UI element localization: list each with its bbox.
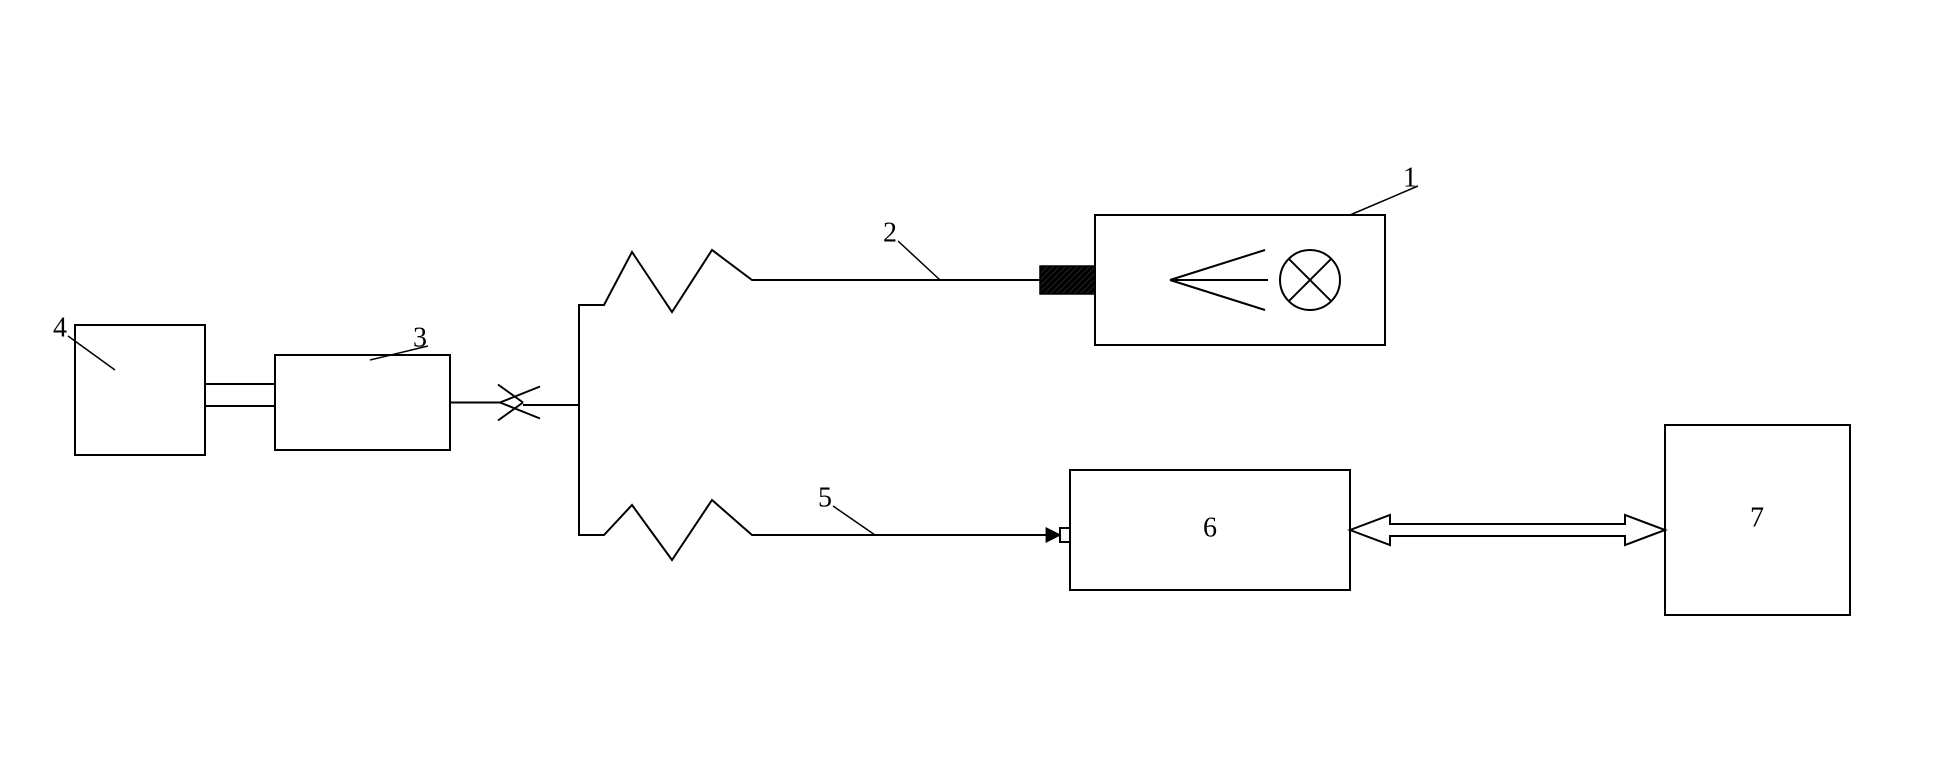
- light-source-coupler: [1040, 266, 1095, 294]
- label-7: 7: [1750, 502, 1764, 533]
- box-4: [75, 325, 205, 455]
- box-6-port: [1060, 528, 1070, 542]
- leader-5: [833, 506, 875, 535]
- fiber-2: [523, 250, 1095, 405]
- fiber-5: [523, 405, 1060, 560]
- lamp-ray-0: [1170, 250, 1265, 280]
- label-4: 4: [53, 312, 67, 343]
- label-5: 5: [818, 482, 832, 513]
- label-2: 2: [883, 217, 897, 248]
- lamp-ray-2: [1170, 280, 1265, 310]
- double-arrow-6-7: [1350, 515, 1665, 545]
- label-1: 1: [1403, 162, 1417, 193]
- connector-tube-3-4: [205, 384, 275, 406]
- label-6: 6: [1203, 512, 1217, 543]
- label-3: 3: [413, 322, 427, 353]
- diagram-canvas: 1 2 3 4 5 6 7: [0, 0, 1936, 764]
- box-3: [275, 355, 450, 450]
- leader-2: [898, 241, 940, 280]
